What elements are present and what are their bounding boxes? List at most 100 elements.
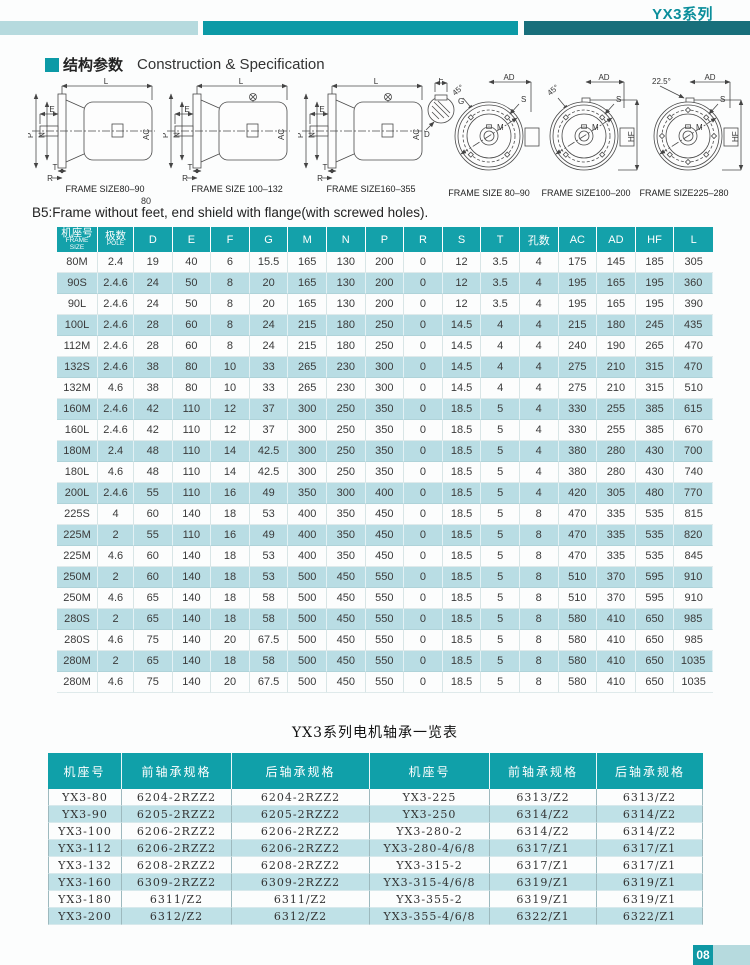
- cell: 250: [365, 315, 405, 336]
- cell: 215: [558, 315, 598, 336]
- table-row: 280S 2 65 140 18 58 500 450 550 0 18.5 5 8 580 410 650 9…: [57, 609, 713, 630]
- cell: 6208-2RZZ2: [232, 857, 370, 874]
- cell: 6311/Z2: [122, 891, 232, 908]
- cell: 14: [211, 462, 250, 483]
- cell: YX3-225: [370, 789, 490, 806]
- cell: 225M: [57, 546, 98, 567]
- cell: 450: [365, 504, 405, 525]
- cell: YX3-355-4/6/8: [370, 908, 490, 925]
- cell: 80: [172, 357, 212, 378]
- header-row: 机座号 前轴承规格 后轴承规格 机座号 前轴承规格 后轴承规格: [48, 753, 703, 789]
- cell: 75: [134, 630, 173, 651]
- cell: 5: [481, 462, 520, 483]
- cell: 4: [519, 336, 559, 357]
- column-header: F: [211, 227, 250, 252]
- cell: 67.5: [249, 672, 289, 693]
- cell: 2: [98, 609, 134, 630]
- dim-label-F: F: [439, 78, 444, 84]
- cell: 0: [404, 546, 443, 567]
- cell: 360: [674, 273, 713, 294]
- cell: 6314/Z2: [490, 806, 597, 823]
- column-header: L: [674, 227, 713, 252]
- cell: 6311/Z2: [232, 891, 370, 908]
- cell: 225M: [57, 525, 98, 546]
- cell: 470: [558, 525, 598, 546]
- cell: 1035: [674, 651, 713, 672]
- cell: 4: [519, 399, 559, 420]
- cell: 195: [558, 273, 598, 294]
- cell: YX3-355-2: [370, 891, 490, 908]
- cell: 315: [635, 378, 675, 399]
- cell: 58: [249, 609, 289, 630]
- cell: 5: [481, 651, 520, 672]
- cell: 18.5: [442, 630, 482, 651]
- cell: 4: [519, 315, 559, 336]
- cell: 0: [404, 525, 443, 546]
- cell: 18: [211, 504, 250, 525]
- cell: 160L: [57, 420, 98, 441]
- cell: 985: [674, 609, 713, 630]
- cell: 215: [288, 315, 327, 336]
- table-row: 280M 2 65 140 18 58 500 450 550 0 18.5 5 8 580 410 650 1…: [57, 651, 713, 672]
- cell: 8: [519, 546, 559, 567]
- cell: 2.4.6: [98, 357, 134, 378]
- cell: 6314/Z2: [490, 823, 597, 840]
- cell: 6205-2RZZ2: [232, 806, 370, 823]
- cell: 18.5: [442, 672, 482, 693]
- cell: 6314/Z2: [597, 806, 703, 823]
- cell: 300: [365, 357, 405, 378]
- cell: 400: [288, 546, 327, 567]
- column-header: 极数 POLE: [98, 227, 134, 252]
- cell: YX3-100: [48, 823, 122, 840]
- header-bar-teal: [203, 21, 518, 35]
- cell: 0: [404, 462, 443, 483]
- cell: 140: [172, 567, 212, 588]
- cell: 53: [249, 567, 289, 588]
- cell: 300: [365, 378, 405, 399]
- table-row: 280S 4.6 75 140 20 67.5 500 450 550 0 18.5 5 8 580 410…: [57, 630, 713, 651]
- cell: YX3-80: [48, 789, 122, 806]
- cell: 250M: [57, 588, 98, 609]
- cell: 2: [98, 651, 134, 672]
- cell: 60: [134, 567, 173, 588]
- cell: 580: [558, 651, 598, 672]
- table-row: YX3-90 6205-2RZZ2 6205-2RZZ2 YX3-250 6314/Z2…: [48, 806, 703, 823]
- header-bar-light: [0, 21, 198, 35]
- cell: 180M: [57, 441, 98, 462]
- cell: 14.5: [442, 336, 482, 357]
- cell: 130: [326, 252, 366, 273]
- cell: 0: [404, 315, 443, 336]
- cell: 305: [674, 252, 713, 273]
- end-view-drawing-225-280: AD 22.5° S M HF: [652, 73, 744, 171]
- cell: 2.4.6: [98, 273, 134, 294]
- table-row: 160L 2.4.6 42 110 12 37 300 250 350 0 18.5 5 4 330 255…: [57, 420, 713, 441]
- cell: 58: [249, 651, 289, 672]
- cell: 20: [249, 273, 289, 294]
- cell: 4.6: [98, 378, 134, 399]
- cell: YX3-200: [48, 908, 122, 925]
- column-header: G: [249, 227, 289, 252]
- cell: 450: [326, 651, 366, 672]
- cell: 550: [365, 588, 405, 609]
- cell: 190: [597, 336, 636, 357]
- cell: 6313/Z2: [490, 789, 597, 806]
- cell: 8: [211, 294, 250, 315]
- dim-label-E: E: [184, 105, 189, 114]
- cell: 3.5: [481, 252, 520, 273]
- cell: 12: [211, 420, 250, 441]
- cell: 240: [558, 336, 598, 357]
- cell: 48: [134, 462, 173, 483]
- cell: 350: [365, 462, 405, 483]
- cell: 330: [558, 420, 598, 441]
- cell: 245: [635, 315, 675, 336]
- column-header: AC: [558, 227, 598, 252]
- cell: 670: [674, 420, 713, 441]
- cell: YX3-112: [48, 840, 122, 857]
- cell: 18.5: [442, 441, 482, 462]
- figure-caption: FRAME SIZE 100–132: [191, 184, 283, 194]
- bearing-table: 机座号 前轴承规格 后轴承规格 机座号 前轴承规格 后轴承规格 YX3-80 6204-2RZ…: [48, 753, 703, 925]
- cell: 250: [326, 399, 366, 420]
- cell: 38: [134, 378, 173, 399]
- cell: 6206-2RZZ2: [232, 840, 370, 857]
